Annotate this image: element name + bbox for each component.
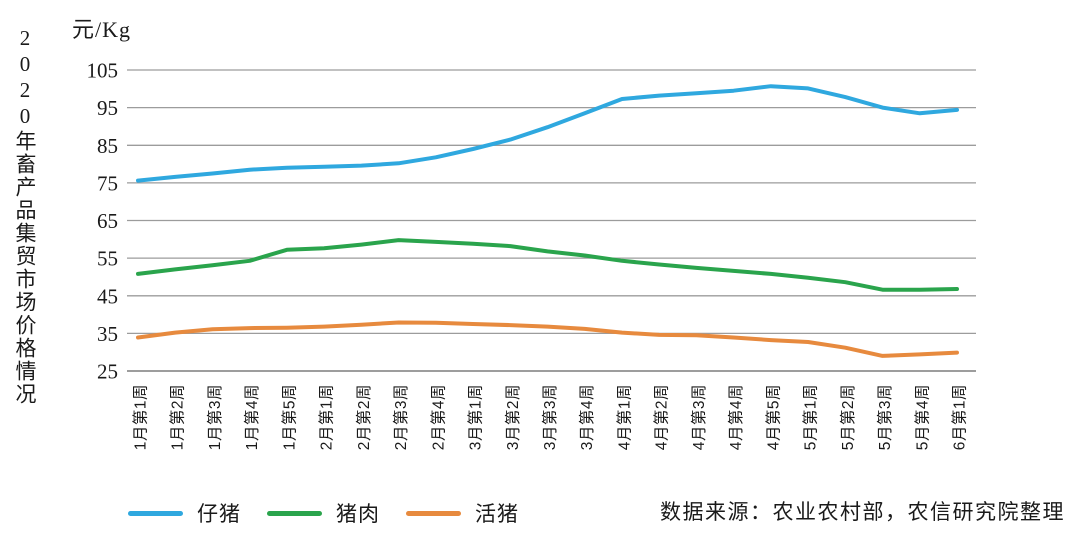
y-tick-label: 75 xyxy=(97,171,118,195)
piglet-line-swatch xyxy=(128,510,183,516)
legend-item-piglet: 仔猪 xyxy=(128,498,241,528)
y-tick-label: 35 xyxy=(97,322,118,346)
x-tick-label: 1月第2周 xyxy=(169,384,187,450)
x-tick-label: 1月第5周 xyxy=(280,384,298,450)
legend-label-piglet: 仔猪 xyxy=(197,502,241,526)
data-source-note: 数据来源：农业农村部，农信研究院整理 xyxy=(660,500,1065,524)
x-tick-label: 1月第1周 xyxy=(132,384,150,450)
chart-legend: 仔猪 猪肉 活猪 xyxy=(128,498,519,528)
legend-label-pork: 猪肉 xyxy=(336,502,380,526)
price-line-chart: 25 35 45 55 65 75 85 95 105 1月第1周 1月第2周 1月第3周 1月第4周 1… xyxy=(87,59,976,450)
x-tick-label: 1月第3周 xyxy=(206,384,224,450)
y-tick-label: 85 xyxy=(97,134,118,158)
legend-label-live-pig: 活猪 xyxy=(475,502,519,526)
x-tick-label: 4月第4周 xyxy=(727,384,745,450)
x-tick-label: 4月第2周 xyxy=(653,384,671,450)
y-tick-label: 25 xyxy=(97,360,118,384)
x-tick-label: 3月第3周 xyxy=(541,384,559,450)
x-tick-label: 2月第3周 xyxy=(392,384,410,450)
chart-vertical-title: 2020年畜产品集贸市场价格情况 xyxy=(13,26,37,406)
x-tick-label: 4月第5周 xyxy=(764,384,782,450)
x-tick-label: 4月第1周 xyxy=(616,384,634,450)
x-tick-label: 6月第1周 xyxy=(951,384,969,450)
x-tick-label: 4月第3周 xyxy=(690,384,708,450)
x-tick-label: 2月第4周 xyxy=(429,384,447,450)
series-line-活猪 xyxy=(136,320,959,358)
series-line-猪肉 xyxy=(136,238,959,292)
x-tick-label: 5月第1周 xyxy=(802,384,820,450)
legend-item-live-pig: 活猪 xyxy=(406,498,519,528)
x-tick-label: 2月第1周 xyxy=(318,384,336,450)
x-tick-label: 2月第2周 xyxy=(355,384,373,450)
legend-item-pork: 猪肉 xyxy=(267,498,380,528)
y-tick-label: 105 xyxy=(87,59,119,83)
y-tick-label: 55 xyxy=(97,247,118,271)
series-line-仔猪 xyxy=(136,84,959,183)
x-tick-label: 5月第4周 xyxy=(913,384,931,450)
x-tick-label: 5月第2周 xyxy=(839,384,857,450)
y-tick-label: 45 xyxy=(97,284,118,308)
x-tick-label: 1月第4周 xyxy=(243,384,261,450)
x-tick-label: 5月第3周 xyxy=(876,384,894,450)
pork-line-swatch xyxy=(267,510,322,516)
live-pig-line-swatch xyxy=(406,510,461,516)
x-tick-label: 3月第4周 xyxy=(578,384,596,450)
x-tick-label: 3月第2周 xyxy=(504,384,522,450)
y-tick-label: 65 xyxy=(97,209,118,233)
y-tick-label: 95 xyxy=(97,96,118,120)
x-tick-label: 3月第1周 xyxy=(467,384,485,450)
y-axis-unit-label: 元/Kg xyxy=(72,17,132,42)
